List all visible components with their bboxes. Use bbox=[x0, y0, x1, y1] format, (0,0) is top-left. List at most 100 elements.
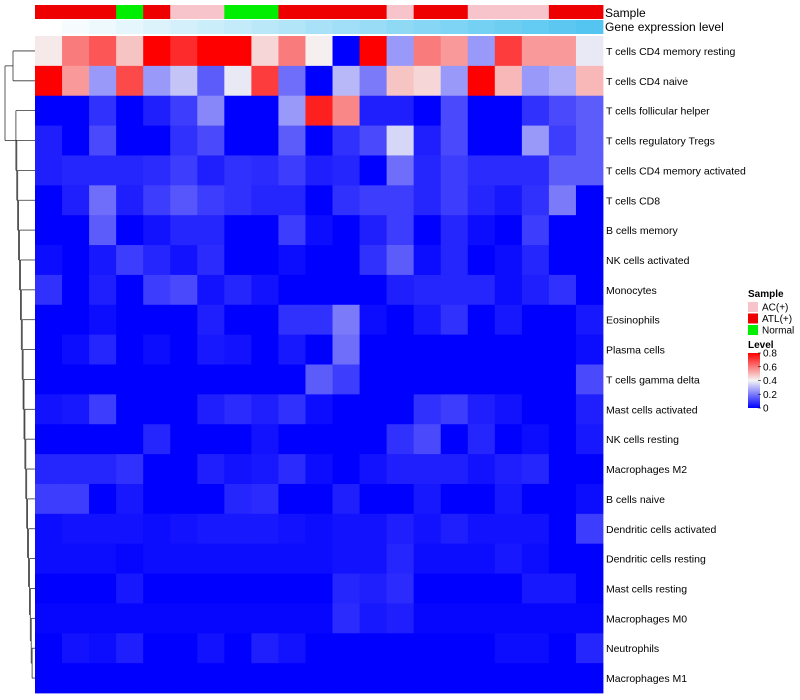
heatmap-cell bbox=[359, 125, 388, 156]
heatmap-cell bbox=[143, 36, 171, 67]
heatmap-cell bbox=[413, 215, 442, 246]
heatmap-cell bbox=[440, 633, 469, 664]
heatmap-cell bbox=[278, 245, 306, 276]
heatmap-cell bbox=[467, 663, 496, 694]
heatmap-cell bbox=[359, 304, 388, 336]
heatmap-cell bbox=[440, 543, 469, 574]
heatmap-cell bbox=[278, 483, 306, 515]
heatmap-cell bbox=[305, 185, 333, 216]
heatmap-cell bbox=[305, 663, 333, 694]
heatmap-cell bbox=[89, 334, 117, 365]
expression-annotation-bar bbox=[35, 20, 604, 34]
heatmap-cell bbox=[143, 663, 171, 694]
heatmap-cell bbox=[278, 543, 306, 574]
heatmap-cell bbox=[575, 65, 604, 97]
heatmap-cell bbox=[575, 543, 604, 574]
heatmap-cell bbox=[521, 663, 550, 694]
heatmap-cell bbox=[197, 304, 225, 336]
heatmap-cell bbox=[170, 513, 198, 545]
row-label: T cells CD8 bbox=[606, 195, 660, 207]
heatmap-cell bbox=[35, 155, 63, 186]
legend-swatch bbox=[748, 302, 758, 312]
heatmap-cell bbox=[224, 603, 252, 634]
heatmap-cell bbox=[35, 245, 63, 276]
heatmap-cell bbox=[467, 483, 496, 515]
sample-annotation-cell bbox=[89, 5, 117, 19]
heatmap-cell bbox=[332, 125, 360, 156]
row-label: T cells gamma delta bbox=[606, 374, 700, 386]
heatmap-cell bbox=[494, 394, 523, 425]
row-label: B cells memory bbox=[606, 225, 679, 237]
heatmap-cell bbox=[278, 334, 306, 365]
heatmap-cell bbox=[197, 274, 225, 306]
expression-annotation-cell bbox=[89, 20, 117, 34]
heatmap-cell bbox=[305, 633, 333, 664]
heatmap-cell bbox=[251, 334, 279, 365]
heatmap-cell bbox=[251, 304, 279, 336]
heatmap-cell bbox=[386, 454, 415, 485]
heatmap-cell bbox=[278, 603, 306, 634]
row-label: Mast cells activated bbox=[606, 404, 698, 416]
heatmap-cell bbox=[359, 543, 388, 574]
heatmap-cell bbox=[116, 65, 144, 97]
heatmap-cell bbox=[224, 513, 252, 545]
heatmap-cell bbox=[467, 36, 496, 67]
heatmap-cell bbox=[62, 573, 90, 604]
heatmap-cell bbox=[359, 483, 388, 515]
heatmap-cell bbox=[197, 65, 225, 97]
heatmap-cell bbox=[116, 513, 144, 545]
heatmap-cell bbox=[494, 334, 523, 365]
heatmap-cell bbox=[197, 155, 225, 186]
heatmap-cell bbox=[62, 36, 90, 67]
sample-annotation-cell bbox=[197, 5, 225, 19]
heatmap-cell bbox=[575, 424, 604, 455]
heatmap-cell bbox=[386, 513, 415, 545]
heatmap-cell bbox=[359, 185, 388, 216]
heatmap-cell bbox=[170, 573, 198, 604]
heatmap-cell bbox=[413, 513, 442, 545]
heatmap-cell bbox=[575, 364, 604, 395]
heatmap-cell bbox=[143, 483, 171, 515]
heatmap-cell bbox=[521, 185, 550, 216]
heatmap-cell bbox=[548, 364, 577, 395]
heatmap-cell bbox=[170, 394, 198, 425]
heatmap-cell bbox=[170, 65, 198, 97]
expression-annotation-cell bbox=[224, 20, 252, 34]
heatmap-cell bbox=[197, 424, 225, 455]
heatmap-cell bbox=[494, 573, 523, 604]
heatmap-cells bbox=[35, 36, 604, 694]
sample-annotation-cell bbox=[575, 5, 604, 19]
heatmap-cell bbox=[170, 155, 198, 186]
heatmap-cell bbox=[467, 155, 496, 186]
heatmap-cell bbox=[170, 185, 198, 216]
sample-annotation-cell bbox=[359, 5, 388, 19]
heatmap-cell bbox=[89, 215, 117, 246]
heatmap-cell bbox=[413, 274, 442, 306]
heatmap-cell bbox=[89, 65, 117, 97]
heatmap-cell bbox=[305, 36, 333, 67]
heatmap-cell bbox=[251, 125, 279, 156]
heatmap-cell bbox=[116, 454, 144, 485]
expression-annotation-cell bbox=[116, 20, 144, 34]
heatmap-cell bbox=[35, 513, 63, 545]
row-label: Macrophages M2 bbox=[606, 464, 687, 476]
heatmap-cell bbox=[386, 573, 415, 604]
heatmap-cell bbox=[521, 95, 550, 126]
heatmap-cell bbox=[494, 513, 523, 545]
heatmap-cell bbox=[548, 633, 577, 664]
heatmap-cell bbox=[332, 633, 360, 664]
heatmap-cell bbox=[62, 483, 90, 515]
heatmap-cell bbox=[494, 36, 523, 67]
heatmap-cell bbox=[116, 573, 144, 604]
row-dendrogram bbox=[4, 50, 35, 679]
heatmap-cell bbox=[89, 364, 117, 395]
heatmap-cell bbox=[224, 65, 252, 97]
heatmap-cell bbox=[35, 364, 63, 395]
heatmap-cell bbox=[197, 663, 225, 694]
heatmap-cell bbox=[197, 543, 225, 574]
expression-annotation-cell bbox=[440, 20, 469, 34]
expression-annotation-cell bbox=[251, 20, 279, 34]
heatmap-cell bbox=[440, 483, 469, 515]
heatmap-cell bbox=[494, 215, 523, 246]
heatmap-cell bbox=[197, 454, 225, 485]
